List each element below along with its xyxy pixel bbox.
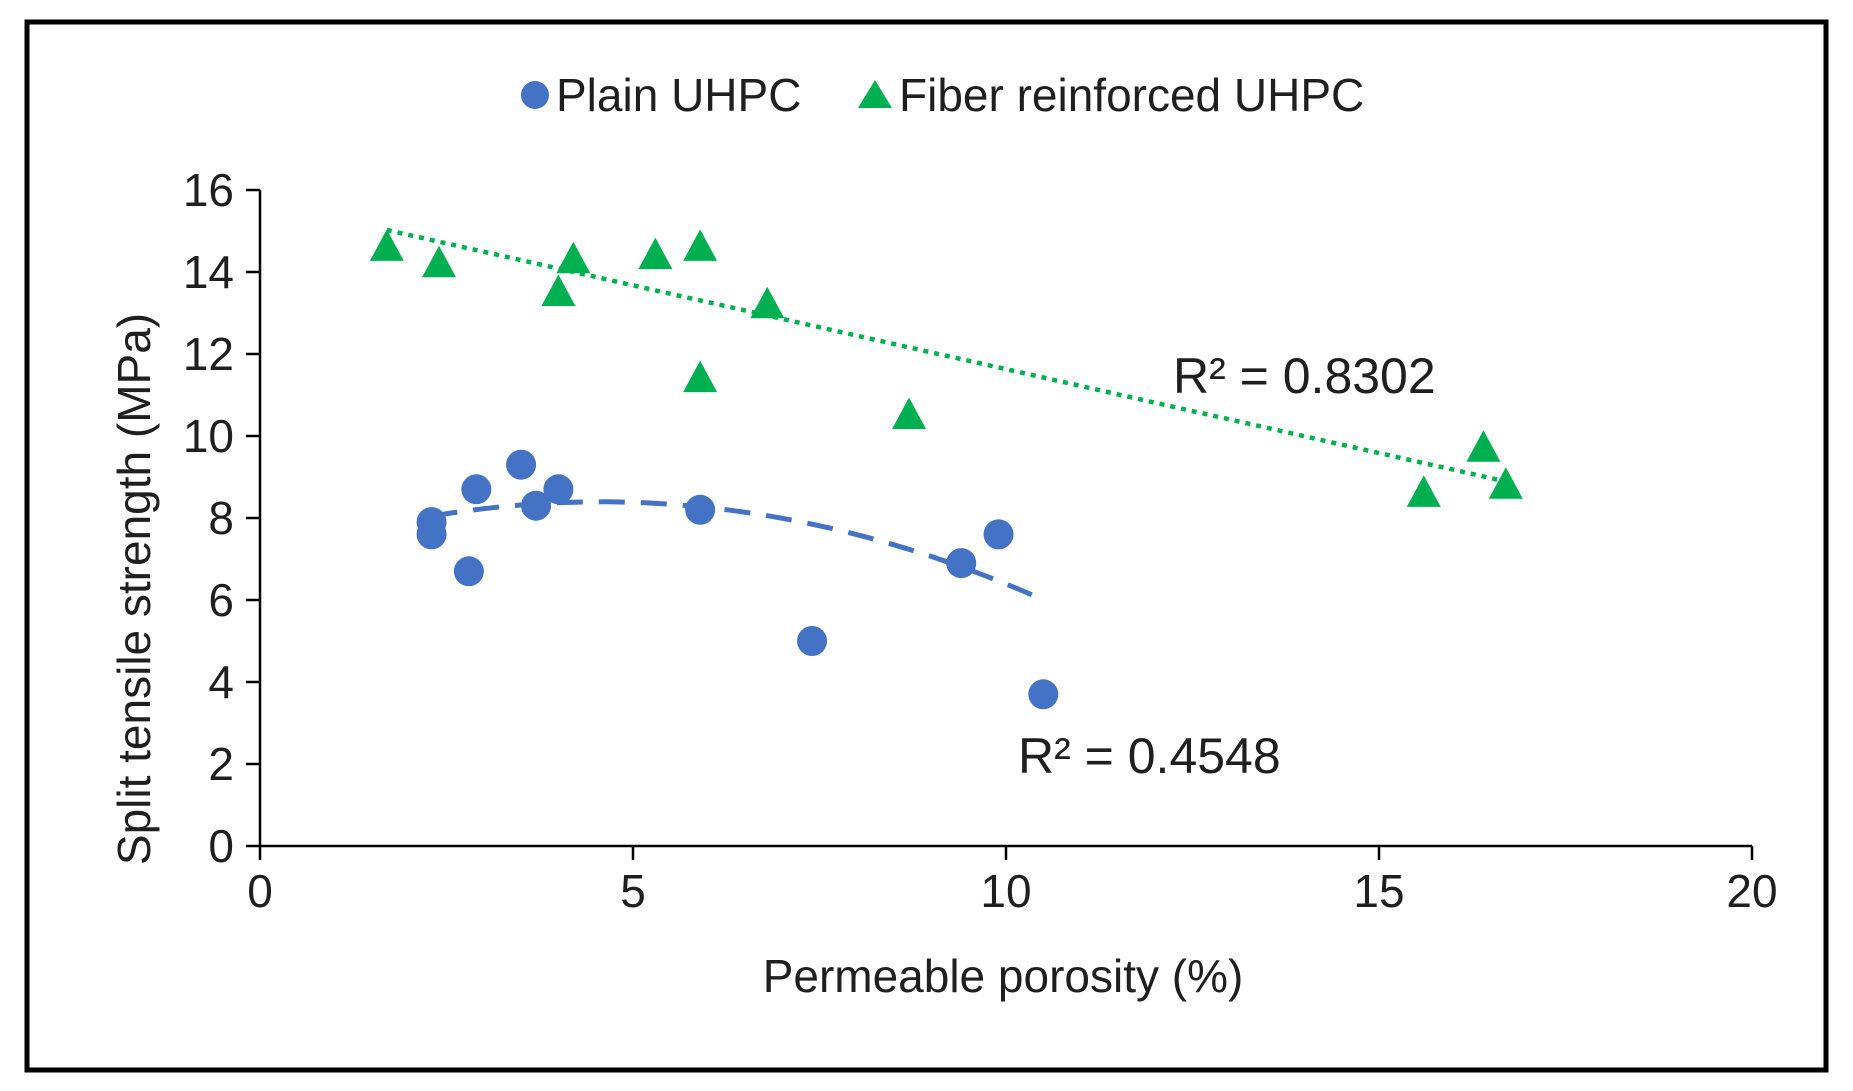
point-series-1-7 <box>750 286 785 319</box>
x-tick-label-10: 10 <box>980 865 1031 917</box>
point-series-0-2 <box>453 556 484 587</box>
point-series-1-3 <box>556 241 591 274</box>
legend-marker-fiber-uhpc <box>858 80 892 108</box>
point-series-0-5 <box>521 490 552 521</box>
point-series-0-8 <box>797 626 828 656</box>
legend-marker-plain-uhpc <box>521 81 549 109</box>
point-series-1-6 <box>683 360 718 393</box>
point-series-1-2 <box>541 274 576 306</box>
y-tick-label-4: 4 <box>208 656 234 708</box>
point-series-1-8 <box>892 397 927 429</box>
point-series-0-6 <box>543 474 574 505</box>
y-tick-label-2: 2 <box>208 738 234 790</box>
r-squared-label-plain-uhpc: R² = 0.4548 <box>1018 728 1281 784</box>
y-tick-label-6: 6 <box>208 574 234 626</box>
point-series-0-9 <box>946 548 977 579</box>
y-tick-label-16: 16 <box>183 164 234 216</box>
point-series-1-1 <box>422 245 457 278</box>
y-tick-label-0: 0 <box>208 820 234 872</box>
data-points <box>369 229 1523 710</box>
point-series-1-11 <box>1488 467 1523 499</box>
x-tick-label-15: 15 <box>1353 865 1404 917</box>
y-tick-label-10: 10 <box>183 410 234 462</box>
point-series-0-1 <box>416 519 447 550</box>
axes: 0 2 4 6 8 10 12 14 16 0 5 10 15 20 <box>183 164 1778 917</box>
point-series-0-4 <box>506 449 537 480</box>
point-series-1-10 <box>1466 430 1501 462</box>
legend: Plain UHPC Fiber reinforced UHPC <box>521 69 1364 121</box>
legend-label-fiber-uhpc: Fiber reinforced UHPC <box>899 69 1364 121</box>
x-tick-label-20: 20 <box>1726 865 1777 917</box>
point-series-0-10 <box>983 519 1014 550</box>
r-squared-label-fiber-uhpc: R² = 0.8302 <box>1173 348 1436 404</box>
y-tick-label-8: 8 <box>208 492 234 544</box>
x-tick-label-0: 0 <box>247 865 273 917</box>
x-axis-title: Permeable porosity (%) <box>763 950 1244 1002</box>
y-tick-label-14: 14 <box>183 246 234 298</box>
point-series-0-3 <box>461 474 492 505</box>
y-axis-title: Split tensile strength (MPa) <box>108 313 160 865</box>
point-series-1-0 <box>369 229 404 261</box>
x-tick-label-5: 5 <box>620 865 646 917</box>
point-series-0-11 <box>1028 679 1059 710</box>
point-series-1-9 <box>1406 475 1441 507</box>
chart-border <box>24 19 1829 1073</box>
legend-label-plain-uhpc: Plain UHPC <box>556 69 801 121</box>
y-tick-label-12: 12 <box>183 328 234 380</box>
point-series-0-7 <box>685 494 716 525</box>
point-series-1-5 <box>683 229 718 261</box>
point-series-1-4 <box>638 237 673 270</box>
